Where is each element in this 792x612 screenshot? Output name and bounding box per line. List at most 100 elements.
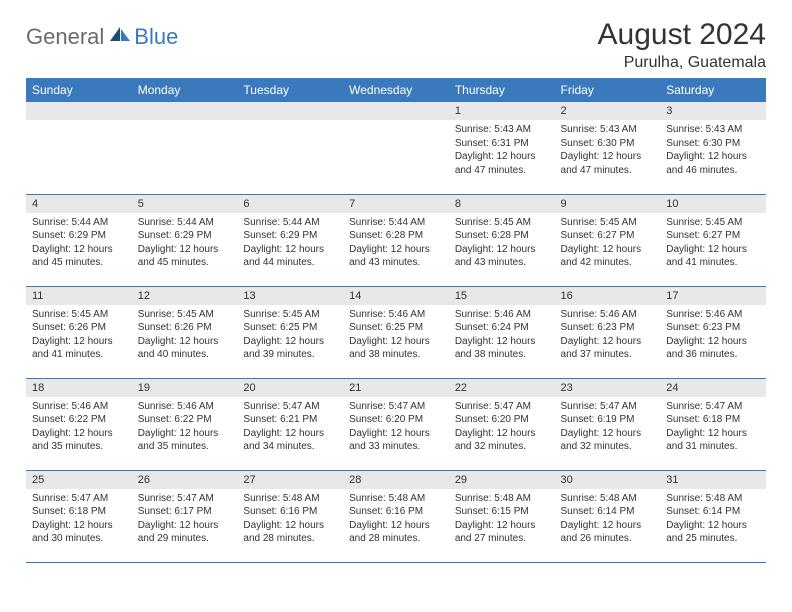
calendar-cell: 14Sunrise: 5:46 AMSunset: 6:25 PMDayligh… (343, 286, 449, 378)
sunset-text: Sunset: 6:19 PM (561, 413, 655, 427)
day-details: Sunrise: 5:47 AMSunset: 6:19 PMDaylight:… (555, 397, 661, 458)
sunset-text: Sunset: 6:16 PM (243, 505, 337, 519)
day-number: 21 (343, 379, 449, 397)
daylight-text: Daylight: 12 hours and 45 minutes. (32, 243, 126, 270)
day-number (26, 102, 132, 120)
daylight-text: Daylight: 12 hours and 25 minutes. (666, 519, 760, 546)
sunset-text: Sunset: 6:30 PM (561, 137, 655, 151)
daylight-text: Daylight: 12 hours and 30 minutes. (32, 519, 126, 546)
calendar-cell: 21Sunrise: 5:47 AMSunset: 6:20 PMDayligh… (343, 378, 449, 470)
sunset-text: Sunset: 6:27 PM (666, 229, 760, 243)
daylight-text: Daylight: 12 hours and 45 minutes. (138, 243, 232, 270)
day-details: Sunrise: 5:48 AMSunset: 6:14 PMDaylight:… (660, 489, 766, 550)
daylight-text: Daylight: 12 hours and 42 minutes. (561, 243, 655, 270)
calendar-cell: 1Sunrise: 5:43 AMSunset: 6:31 PMDaylight… (449, 102, 555, 194)
day-details: Sunrise: 5:43 AMSunset: 6:30 PMDaylight:… (555, 120, 661, 181)
day-details: Sunrise: 5:48 AMSunset: 6:16 PMDaylight:… (237, 489, 343, 550)
day-number: 10 (660, 195, 766, 213)
day-details: Sunrise: 5:44 AMSunset: 6:29 PMDaylight:… (237, 213, 343, 274)
calendar-week-row: 25Sunrise: 5:47 AMSunset: 6:18 PMDayligh… (26, 470, 766, 562)
sunrise-text: Sunrise: 5:45 AM (32, 308, 126, 322)
day-number: 1 (449, 102, 555, 120)
sunrise-text: Sunrise: 5:47 AM (32, 492, 126, 506)
day-number: 30 (555, 471, 661, 489)
calendar-week-row: 18 Sunrise: 5:46 AM Sunset: 6:22 PM Dayligh… (26, 378, 766, 470)
location: Purulha, Guatemala (598, 54, 766, 72)
sunset-text: Sunset: 6:29 PM (32, 229, 126, 243)
sunrise-text: Sunrise: 5:47 AM (455, 400, 549, 414)
daylight-text: Daylight: 12 hours and 34 minutes. (243, 427, 337, 454)
calendar-cell: 16Sunrise: 5:46 AMSunset: 6:23 PMDayligh… (555, 286, 661, 378)
calendar-cell: 29Sunrise: 5:48 AMSunset: 6:15 PMDayligh… (449, 470, 555, 562)
day-number: 12 (132, 287, 238, 305)
logo-text-general: General (26, 24, 104, 50)
sunrise-text: Sunrise: 5:43 AM (666, 123, 760, 137)
daylight-text: Daylight: 12 hours and 28 minutes. (349, 519, 443, 546)
sunrise-text: Sunrise: 5:44 AM (32, 216, 126, 230)
day-details: Sunrise: 5:45 AMSunset: 6:27 PMDaylight:… (555, 213, 661, 274)
sunrise-text: Sunrise: 5:44 AM (349, 216, 443, 230)
sunrise-text: Sunrise: 5:48 AM (455, 492, 549, 506)
daylight-text: Daylight: 12 hours and 40 minutes. (138, 335, 232, 362)
sunset-text: Sunset: 6:24 PM (455, 321, 549, 335)
sunrise-text: Sunrise: 5:45 AM (243, 308, 337, 322)
sunrise-text: Sunrise: 5:46 AM (455, 308, 549, 322)
sunset-text: Sunset: 6:17 PM (138, 505, 232, 519)
title-block: August 2024 Purulha, Guatemala (598, 18, 766, 72)
sunset-text: Sunset: 6:22 PM (138, 413, 232, 427)
day-number: 23 (555, 379, 661, 397)
day-number: 27 (237, 471, 343, 489)
sunset-text: Sunset: 6:18 PM (666, 413, 760, 427)
daylight-text: Daylight: 12 hours and 38 minutes. (349, 335, 443, 362)
calendar-head: SundayMondayTuesdayWednesdayThursdayFrid… (26, 78, 766, 102)
day-number: 4 (26, 195, 132, 213)
calendar-cell: 20Sunrise: 5:47 AMSunset: 6:21 PMDayligh… (237, 378, 343, 470)
calendar-cell: 31Sunrise: 5:48 AMSunset: 6:14 PMDayligh… (660, 470, 766, 562)
sunrise-text: Sunrise: 5:47 AM (666, 400, 760, 414)
calendar-cell: 5Sunrise: 5:44 AMSunset: 6:29 PMDaylight… (132, 194, 238, 286)
calendar-cell (132, 102, 238, 194)
calendar-cell: 10Sunrise: 5:45 AMSunset: 6:27 PMDayligh… (660, 194, 766, 286)
sunrise-text: Sunrise: 5:44 AM (138, 216, 232, 230)
sunset-text: Sunset: 6:25 PM (243, 321, 337, 335)
sunset-text: Sunset: 6:18 PM (32, 505, 126, 519)
sunset-text: Sunset: 6:20 PM (455, 413, 549, 427)
day-details: Sunrise: 5:47 AMSunset: 6:18 PMDaylight:… (660, 397, 766, 458)
day-details: Sunrise: 5:46 AMSunset: 6:23 PMDaylight:… (660, 305, 766, 366)
daylight-text: Daylight: 12 hours and 44 minutes. (243, 243, 337, 270)
sunrise-text: Sunrise: 5:45 AM (138, 308, 232, 322)
logo-sail-icon (108, 25, 132, 43)
weekday-header: Monday (132, 78, 238, 102)
day-details: Sunrise: 5:47 AMSunset: 6:18 PMDaylight:… (26, 489, 132, 550)
day-details: Sunrise: 5:43 AMSunset: 6:30 PMDaylight:… (660, 120, 766, 181)
header: General Blue August 2024 Purulha, Guatem… (26, 18, 766, 72)
day-details: Sunrise: 5:43 AMSunset: 6:31 PMDaylight:… (449, 120, 555, 181)
calendar-cell: 22Sunrise: 5:47 AMSunset: 6:20 PMDayligh… (449, 378, 555, 470)
day-number: 16 (555, 287, 661, 305)
day-details: Sunrise: 5:45 AMSunset: 6:28 PMDaylight:… (449, 213, 555, 274)
sunrise-text: Sunrise: 5:46 AM (32, 400, 126, 414)
day-details: Sunrise: 5:45 AMSunset: 6:26 PMDaylight:… (26, 305, 132, 366)
day-number: 14 (343, 287, 449, 305)
day-details: Sunrise: 5:46 AMSunset: 6:24 PMDaylight:… (449, 305, 555, 366)
sunset-text: Sunset: 6:14 PM (561, 505, 655, 519)
calendar-cell: 3Sunrise: 5:43 AMSunset: 6:30 PMDaylight… (660, 102, 766, 194)
logo-text-blue: Blue (134, 24, 178, 50)
day-details: Sunrise: 5:47 AMSunset: 6:21 PMDaylight:… (237, 397, 343, 458)
weekday-row: SundayMondayTuesdayWednesdayThursdayFrid… (26, 78, 766, 102)
day-number: 18 (26, 379, 132, 397)
day-number: 11 (26, 287, 132, 305)
day-details: Sunrise: 5:45 AMSunset: 6:26 PMDaylight:… (132, 305, 238, 366)
daylight-text: Daylight: 12 hours and 47 minutes. (455, 150, 549, 177)
calendar-week-row: 1Sunrise: 5:43 AMSunset: 6:31 PMDaylight… (26, 102, 766, 194)
sunrise-text: Sunrise: 5:48 AM (561, 492, 655, 506)
day-number: 25 (26, 471, 132, 489)
day-number: 17 (660, 287, 766, 305)
sunrise-text: Sunrise: 5:44 AM (243, 216, 337, 230)
calendar-cell: 27Sunrise: 5:48 AMSunset: 6:16 PMDayligh… (237, 470, 343, 562)
weekday-header: Sunday (26, 78, 132, 102)
day-number: 24 (660, 379, 766, 397)
day-number: 29 (449, 471, 555, 489)
calendar-cell: 8Sunrise: 5:45 AMSunset: 6:28 PMDaylight… (449, 194, 555, 286)
sunrise-text: Sunrise: 5:48 AM (349, 492, 443, 506)
